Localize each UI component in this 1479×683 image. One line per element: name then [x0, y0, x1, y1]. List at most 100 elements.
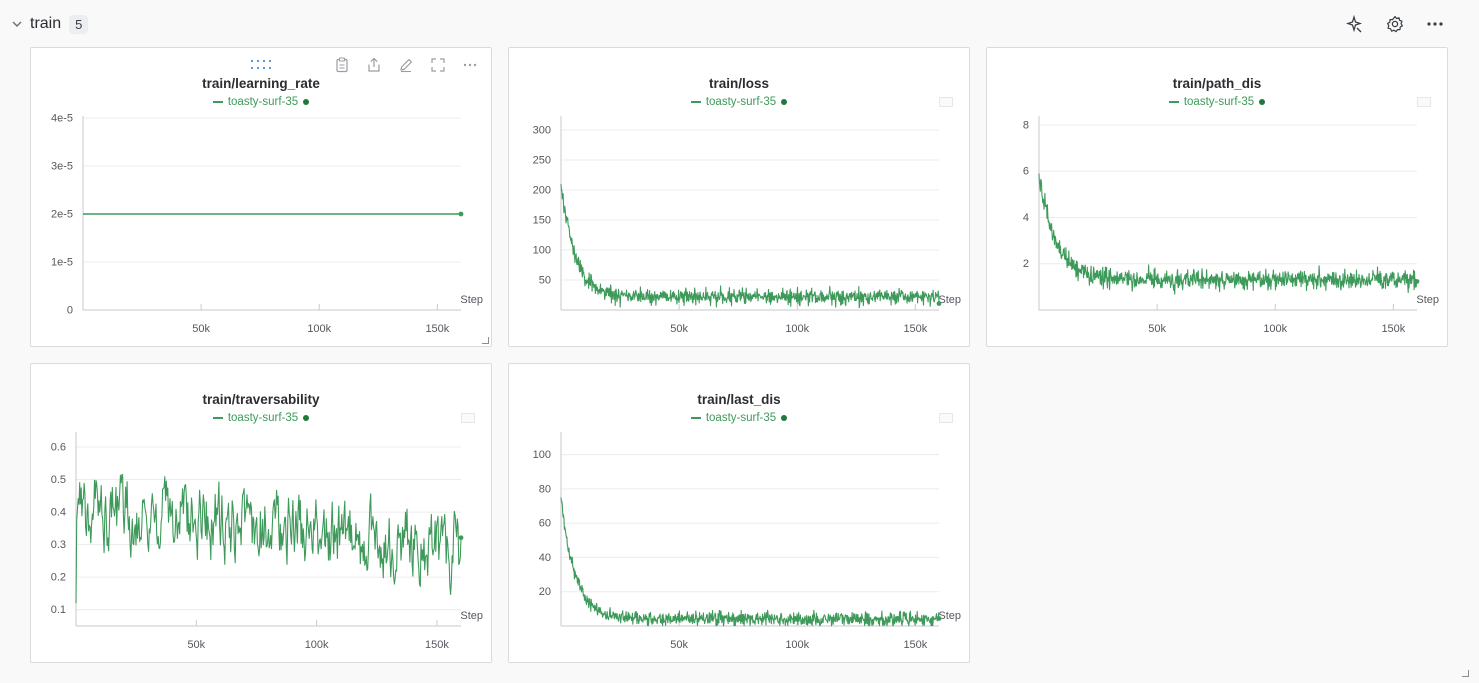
- x-tick-label: 100k: [785, 639, 809, 651]
- legend-label: toasty-surf-35: [705, 412, 777, 424]
- y-tick-label: 0: [67, 305, 73, 317]
- gear-icon[interactable]: [1385, 14, 1405, 34]
- y-tick-label: 0.6: [51, 442, 66, 454]
- y-tick-label: 60: [539, 518, 551, 530]
- x-axis-label: Step: [1416, 294, 1439, 306]
- legend-dot-icon: [303, 99, 310, 105]
- y-tick-label: 4e-5: [51, 113, 73, 125]
- section-resize-handle-icon[interactable]: [1462, 670, 1469, 677]
- x-axis-label: Step: [938, 610, 961, 622]
- y-tick-label: 200: [533, 185, 551, 197]
- x-tick-label: 150k: [425, 323, 449, 335]
- x-tick-label: 100k: [307, 323, 331, 335]
- chart-panel-last-dis[interactable]: train/last_dis toasty-surf-35 20 40 60 80 10…: [508, 363, 970, 663]
- y-tick-label: 0.5: [51, 474, 66, 486]
- y-tick-label: 150: [533, 215, 551, 227]
- y-tick-label: 20: [539, 586, 551, 598]
- legend-dot-icon: [781, 415, 788, 421]
- series-end-point: [936, 301, 942, 306]
- chart-plot[interactable]: 0 1e-5 2e-5 3e-5 4e-5 50k 100k 150k Step: [31, 48, 493, 348]
- chart-legend[interactable]: toasty-surf-35: [987, 96, 1447, 108]
- series-line: [560, 497, 940, 627]
- y-tick-label: 50: [539, 275, 551, 287]
- x-tick-label: 50k: [192, 323, 210, 335]
- chart-thumbnail-box: [939, 413, 953, 423]
- series-line: [560, 183, 940, 309]
- more-horizontal-icon[interactable]: [1425, 14, 1445, 34]
- chart-plot[interactable]: 0.1 0.2 0.3 0.4 0.5 0.6 50k 100k 150k Step: [31, 364, 493, 664]
- x-axis-label: Step: [938, 294, 961, 306]
- y-tick-label: 4: [1023, 212, 1029, 224]
- chart-legend[interactable]: toasty-surf-35: [31, 96, 491, 108]
- y-tick-label: 3e-5: [51, 161, 73, 173]
- chart-title: train/last_dis: [697, 392, 781, 407]
- resize-handle-icon[interactable]: [482, 337, 489, 344]
- y-tick-label: 8: [1023, 119, 1029, 131]
- chart-plot[interactable]: 2 4 6 8 50k 100k 150k Step: [987, 48, 1449, 348]
- y-tick-label: 0.1: [51, 604, 66, 616]
- series-end-point: [936, 616, 942, 621]
- x-tick-label: 100k: [785, 323, 809, 335]
- chart-legend[interactable]: toasty-surf-35: [31, 412, 491, 424]
- y-tick-label: 0.2: [51, 572, 66, 584]
- fullscreen-icon[interactable]: [429, 56, 447, 74]
- y-tick-label: 300: [533, 125, 551, 137]
- x-tick-label: 50k: [670, 639, 688, 651]
- series-end-point: [1414, 279, 1420, 284]
- y-tick-label: 100: [533, 449, 551, 461]
- legend-label: toasty-surf-35: [1183, 96, 1255, 108]
- chart-title: train/learning_rate: [202, 76, 320, 91]
- legend-dot-icon: [303, 415, 310, 421]
- edit-pencil-icon[interactable]: [397, 56, 415, 74]
- more-horizontal-icon[interactable]: [461, 56, 479, 74]
- chart-plot[interactable]: 50 100 150 200 250 300 50k 100k 150k Step: [509, 48, 971, 348]
- x-tick-label: 50k: [1148, 323, 1166, 335]
- legend-line-icon: [690, 417, 701, 419]
- x-tick-label: 100k: [305, 639, 329, 651]
- chart-panel-path-dis[interactable]: train/path_dis toasty-surf-35 2 4 6 8 50k 100…: [986, 47, 1448, 347]
- chart-legend[interactable]: toasty-surf-35: [509, 412, 969, 424]
- x-tick-label: 100k: [1263, 323, 1287, 335]
- x-axis-label: Step: [460, 610, 483, 622]
- x-tick-label: 50k: [187, 639, 205, 651]
- x-tick-label: 150k: [425, 639, 449, 651]
- chart-title: train/loss: [708, 76, 770, 91]
- x-tick-label: 150k: [903, 639, 927, 651]
- legend-line-icon: [212, 101, 223, 103]
- chart-thumbnail-box: [461, 413, 475, 423]
- legend-dot-icon: [1259, 99, 1266, 105]
- y-tick-label: 0.4: [51, 507, 66, 519]
- sparkle-icon[interactable]: [1345, 14, 1365, 34]
- chart-panel-loss[interactable]: train/loss toasty-surf-35 50 100 150 200 250…: [508, 47, 970, 347]
- drag-handle-icon[interactable]: [249, 58, 275, 72]
- y-tick-label: 1e-5: [51, 257, 73, 269]
- legend-line-icon: [690, 101, 701, 103]
- share-icon[interactable]: [365, 56, 383, 74]
- series-end-point: [458, 211, 464, 217]
- series-line: [1038, 173, 1418, 295]
- chart-title: train/traversability: [202, 392, 320, 407]
- panel-toolbar: [333, 56, 479, 74]
- chart-thumbnail-box: [1417, 97, 1431, 107]
- y-tick-label: 6: [1023, 166, 1029, 178]
- chart-panel-traversability[interactable]: train/traversability toasty-surf-35 0.1 0…: [30, 363, 492, 663]
- legend-label: toasty-surf-35: [227, 412, 299, 424]
- chart-plot[interactable]: 20 40 60 80 100 50k 100k 150k Step: [509, 364, 971, 664]
- section-title: train: [30, 15, 62, 32]
- section-header[interactable]: train 5: [10, 12, 89, 36]
- section-count-badge: 5: [69, 14, 89, 34]
- legend-line-icon: [212, 417, 223, 419]
- y-tick-label: 2: [1023, 258, 1029, 270]
- y-tick-label: 250: [533, 155, 551, 167]
- clipboard-icon[interactable]: [333, 56, 351, 74]
- chart-legend[interactable]: toasty-surf-35: [509, 96, 969, 108]
- chevron-down-icon[interactable]: [10, 17, 24, 31]
- section-actions: [1345, 14, 1445, 34]
- chart-panel-learning-rate[interactable]: train/learning_rate toasty-surf-35 0 1e-5…: [30, 47, 492, 347]
- legend-dot-icon: [781, 99, 788, 105]
- chart-title: train/path_dis: [1172, 76, 1262, 91]
- series-end-point: [458, 535, 464, 541]
- legend-line-icon: [1168, 101, 1179, 103]
- y-tick-label: 40: [539, 552, 551, 564]
- legend-label: toasty-surf-35: [705, 96, 777, 108]
